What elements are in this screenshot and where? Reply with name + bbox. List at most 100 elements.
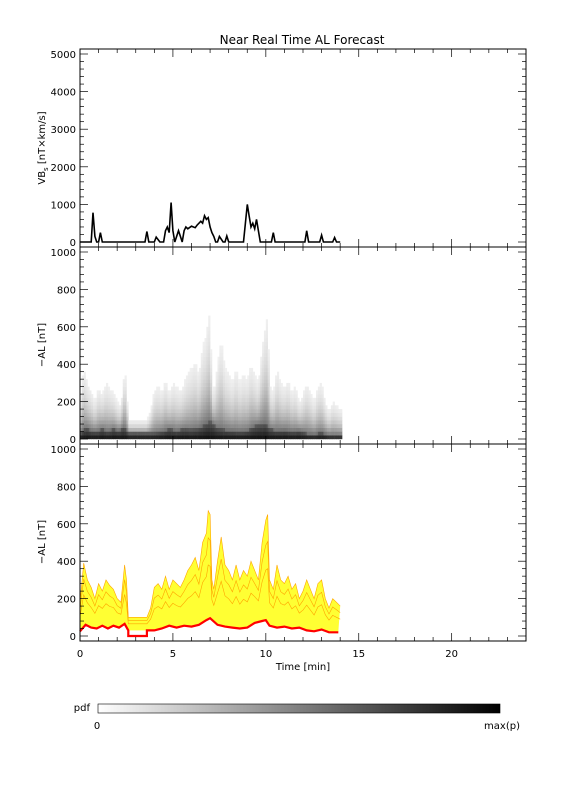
pdf-cell: [263, 338, 267, 342]
pdf-cell: [189, 416, 192, 421]
pdf-cell: [206, 360, 209, 365]
pdf-cell: [184, 397, 187, 402]
pdf-cell: [195, 386, 198, 391]
pdf-cell: [221, 367, 224, 372]
pdf-cell: [263, 375, 267, 380]
pdf-cell: [148, 427, 151, 432]
pdf-cell: [115, 412, 118, 417]
pdf-cell: [122, 397, 125, 402]
pdf-cell: [161, 416, 164, 421]
pdf-cell: [102, 401, 105, 406]
pdf-cell: [265, 371, 268, 376]
pdf-cell: [208, 412, 211, 417]
pdf-cell: [295, 405, 298, 410]
pdf-cell: [230, 397, 233, 402]
pdf-cell: [182, 394, 185, 399]
pdf-cell: [141, 435, 144, 440]
pdf-cell: [263, 435, 267, 440]
pdf-cell: [284, 427, 287, 432]
pdf-cell: [334, 435, 337, 440]
pdf-cell: [219, 401, 222, 406]
pdf-cell: [323, 401, 326, 406]
pdf-cell: [133, 435, 137, 440]
pdf-cell: [176, 409, 179, 414]
pdf-cell: [204, 424, 207, 428]
pdf-cell: [191, 416, 194, 421]
pdf-cell: [161, 401, 164, 406]
pdf-cell: [156, 405, 159, 410]
pdf-cell: [303, 401, 306, 406]
pdf-cell: [93, 435, 96, 440]
pdf-cell: [262, 341, 265, 346]
pdf-cell: [254, 412, 257, 417]
pdf-cell: [273, 409, 276, 414]
pdf-cell: [159, 394, 163, 399]
pdf-cell: [263, 345, 267, 350]
panel-vbs-frame: [79, 48, 527, 248]
pdf-cell: [117, 431, 120, 436]
pdf-cell: [91, 435, 94, 440]
pdf-cell: [224, 412, 228, 417]
pdf-cell: [161, 435, 164, 440]
pdf-cell: [215, 420, 218, 425]
pdf-cell: [204, 356, 207, 361]
pdf-cell: [221, 345, 224, 350]
pdf-cell: [317, 435, 321, 440]
pdf-cell: [252, 379, 255, 384]
pdf-cell: [221, 375, 224, 380]
pdf-cell: [122, 431, 125, 436]
pdf-cell: [219, 435, 222, 440]
pdf-cell: [289, 427, 293, 432]
pdf-cell: [332, 401, 335, 406]
pdf-cell: [241, 416, 244, 421]
pdf-cell: [258, 435, 261, 440]
pdf-cell: [176, 405, 179, 410]
pdf-cell: [191, 401, 194, 406]
pdf-cell: [243, 375, 246, 380]
pdf-cell: [206, 394, 209, 399]
pdf-cell: [145, 431, 148, 436]
pdf-cell: [226, 427, 229, 432]
pdf-cell: [321, 412, 324, 417]
pdf-cell: [265, 364, 268, 369]
pdf-cell: [275, 401, 278, 406]
pdf-cell: [226, 420, 229, 425]
pdf-cell: [100, 394, 103, 399]
pdf-cell: [109, 416, 112, 421]
pdf-cell: [152, 401, 155, 406]
pdf-cell: [122, 412, 125, 417]
pdf-cell: [243, 431, 246, 436]
pdf-cell: [262, 371, 265, 376]
pdf-cell: [265, 431, 268, 436]
pdf-cell: [237, 424, 241, 428]
pdf-cell: [208, 424, 211, 428]
pdf-cell: [258, 390, 261, 395]
pdf-cell: [200, 416, 203, 421]
pdf-cell: [312, 409, 315, 414]
y-tick-label: 600: [57, 323, 76, 334]
pdf-cell: [154, 416, 157, 421]
pdf-cell: [295, 416, 298, 421]
pdf-cell: [262, 375, 265, 380]
pdf-cell: [161, 420, 164, 425]
pdf-cell: [295, 424, 298, 428]
pdf-cell: [301, 416, 304, 421]
pdf-cell: [265, 401, 268, 406]
pdf-cell: [271, 394, 274, 399]
pdf-cell: [85, 390, 88, 395]
pdf-cell: [269, 397, 272, 402]
pdf-cell: [297, 416, 300, 421]
pdf-cell: [193, 431, 196, 436]
pdf-cell: [310, 397, 313, 402]
pdf-cell: [128, 420, 131, 425]
pdf-cell: [310, 409, 313, 414]
pdf-cell: [250, 409, 254, 414]
pdf-cell: [228, 390, 231, 395]
pdf-cell: [198, 420, 202, 425]
pdf-cell: [189, 394, 192, 399]
pdf-cell: [174, 412, 177, 417]
pdf-cell: [202, 390, 205, 395]
pdf-cell: [224, 424, 228, 428]
pdf-cell: [165, 431, 168, 436]
y-tick-label: 4000: [51, 88, 76, 99]
